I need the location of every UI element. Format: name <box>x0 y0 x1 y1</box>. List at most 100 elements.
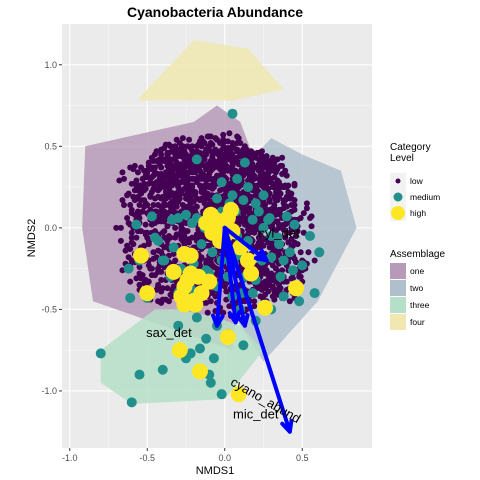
point-low <box>152 272 158 279</box>
point-low <box>165 157 172 164</box>
point-high <box>173 288 190 305</box>
legend-label: low <box>410 176 424 186</box>
point-low <box>121 202 127 209</box>
point-low <box>169 148 176 155</box>
point-low <box>245 223 251 230</box>
point-low <box>209 262 216 269</box>
point-low <box>170 283 177 290</box>
point-low <box>147 192 154 199</box>
point-medium <box>227 108 238 119</box>
point-low <box>265 185 272 192</box>
point-medium <box>278 291 289 302</box>
point-low <box>124 215 131 222</box>
point-low <box>223 280 230 287</box>
point-low <box>263 153 270 160</box>
point-low <box>155 298 162 305</box>
point-low <box>218 164 225 171</box>
point-low <box>152 195 158 202</box>
point-low <box>138 190 145 197</box>
point-low <box>277 206 284 213</box>
point-low <box>221 157 228 164</box>
point-low <box>288 190 295 197</box>
point-low <box>158 208 165 215</box>
point-low <box>274 218 281 225</box>
point-low <box>283 278 290 285</box>
point-low <box>204 309 211 316</box>
point-low <box>156 156 163 163</box>
point-low <box>227 149 234 156</box>
point-low <box>173 203 180 210</box>
point-low <box>217 154 224 161</box>
point-low <box>196 182 203 189</box>
point-low <box>265 174 272 181</box>
point-medium <box>194 343 205 354</box>
legend-swatch <box>390 314 406 330</box>
point-low <box>251 298 258 305</box>
point-low <box>286 298 293 305</box>
point-medium <box>95 348 106 359</box>
point-medium <box>227 190 238 201</box>
point-low <box>220 309 227 316</box>
point-low <box>248 210 255 217</box>
point-low <box>198 143 205 150</box>
point-medium <box>272 232 283 243</box>
point-medium <box>232 173 243 184</box>
point-low <box>136 270 143 277</box>
point-high <box>222 201 239 218</box>
point-low <box>231 144 238 151</box>
point-medium <box>258 190 269 201</box>
point-low <box>271 174 278 181</box>
point-low <box>206 133 213 140</box>
point-high <box>288 280 305 297</box>
vector-arrow <box>211 225 227 328</box>
point-low <box>164 162 171 169</box>
point-low <box>183 228 189 235</box>
point-low <box>127 278 134 285</box>
point-low <box>164 151 171 158</box>
point-low <box>279 162 286 169</box>
point-low <box>131 162 138 169</box>
point-medium <box>284 247 295 258</box>
point-low <box>128 206 135 213</box>
point-low <box>127 164 134 171</box>
point-low <box>189 148 196 155</box>
point-low <box>181 185 188 192</box>
point-low <box>187 205 194 212</box>
point-medium <box>187 217 198 228</box>
point-medium <box>191 312 202 323</box>
point-low <box>176 231 183 238</box>
point-low <box>117 237 124 244</box>
legend-swatch <box>395 178 401 184</box>
legend-label: two <box>410 283 424 293</box>
point-medium <box>125 292 136 303</box>
point-high <box>257 299 274 316</box>
loading-vectors <box>211 225 294 434</box>
point-low <box>293 233 300 239</box>
point-low <box>266 281 273 288</box>
point-medium <box>168 242 179 253</box>
point-low <box>260 184 267 191</box>
point-low <box>234 159 241 166</box>
point-low <box>226 303 233 310</box>
point-low <box>207 167 214 174</box>
point-medium <box>185 348 196 359</box>
point-low <box>212 161 219 168</box>
point-low <box>280 221 287 228</box>
point-high <box>204 224 221 241</box>
legend-label: four <box>410 317 425 327</box>
point-low <box>141 203 148 210</box>
point-low <box>158 146 165 153</box>
point-low <box>207 140 214 147</box>
point-low <box>300 229 307 236</box>
point-low <box>220 131 227 138</box>
point-medium <box>297 260 308 271</box>
point-low <box>255 234 262 241</box>
point-low <box>159 229 166 236</box>
point-low <box>249 224 256 231</box>
point-low <box>283 203 290 210</box>
point-low <box>217 148 224 155</box>
point-low <box>201 174 208 181</box>
point-medium <box>238 195 249 206</box>
point-low <box>119 197 126 204</box>
point-low <box>262 159 269 166</box>
